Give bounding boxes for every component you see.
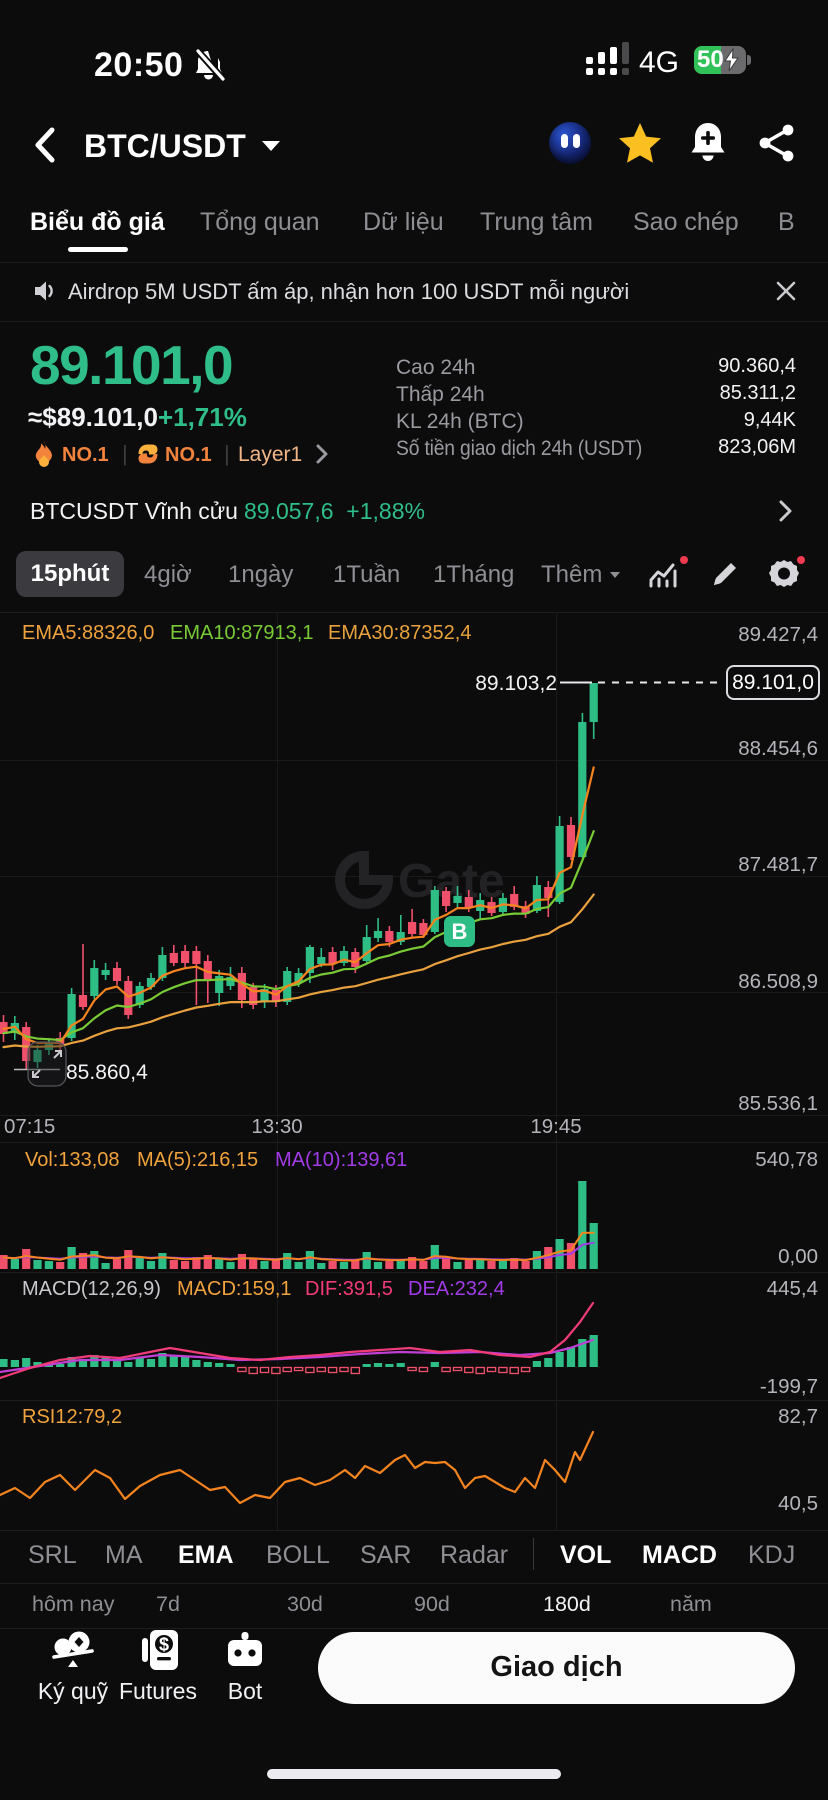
svg-text:40,5: 40,5 bbox=[778, 1492, 818, 1515]
svg-text:MA(10):139,61: MA(10):139,61 bbox=[275, 1149, 407, 1171]
svg-text:88.454,6: 88.454,6 bbox=[738, 737, 818, 760]
svg-text:-199,7: -199,7 bbox=[760, 1375, 818, 1398]
svg-text:EMA10:87913,1: EMA10:87913,1 bbox=[170, 622, 313, 644]
svg-text:540,78: 540,78 bbox=[755, 1148, 818, 1171]
svg-text:EMA5:88326,0: EMA5:88326,0 bbox=[22, 622, 154, 644]
svg-text:Vol:133,08: Vol:133,08 bbox=[25, 1149, 120, 1171]
svg-text:85.860,4: 85.860,4 bbox=[66, 1061, 148, 1084]
svg-text:07:15: 07:15 bbox=[4, 1115, 55, 1138]
svg-text:RSI12:79,2: RSI12:79,2 bbox=[22, 1406, 122, 1428]
svg-text:87.481,7: 87.481,7 bbox=[738, 853, 818, 876]
svg-text:MA(5):216,15: MA(5):216,15 bbox=[137, 1149, 258, 1171]
svg-text:86.508,9: 86.508,9 bbox=[738, 970, 818, 993]
svg-text:13:30: 13:30 bbox=[251, 1115, 302, 1138]
svg-text:89.101,0: 89.101,0 bbox=[732, 671, 814, 694]
svg-text:EMA30:87352,4: EMA30:87352,4 bbox=[328, 622, 471, 644]
svg-text:MACD:159,1: MACD:159,1 bbox=[177, 1278, 292, 1300]
svg-text:89.427,4: 89.427,4 bbox=[738, 623, 818, 646]
svg-text:82,7: 82,7 bbox=[778, 1405, 818, 1428]
svg-text:Gate: Gate bbox=[398, 855, 505, 908]
svg-text:MACD(12,26,9): MACD(12,26,9) bbox=[22, 1278, 161, 1300]
svg-text:19:45: 19:45 bbox=[530, 1115, 581, 1138]
svg-text:445,4: 445,4 bbox=[767, 1277, 818, 1300]
svg-text:$: $ bbox=[159, 1635, 169, 1655]
svg-text:DIF:391,5: DIF:391,5 bbox=[305, 1278, 393, 1300]
svg-text:0,00: 0,00 bbox=[778, 1245, 818, 1268]
svg-text:89.103,2: 89.103,2 bbox=[475, 672, 557, 695]
svg-text:85.536,1: 85.536,1 bbox=[738, 1092, 818, 1115]
svg-text:DEA:232,4: DEA:232,4 bbox=[408, 1278, 505, 1300]
svg-text:B: B bbox=[452, 919, 468, 944]
